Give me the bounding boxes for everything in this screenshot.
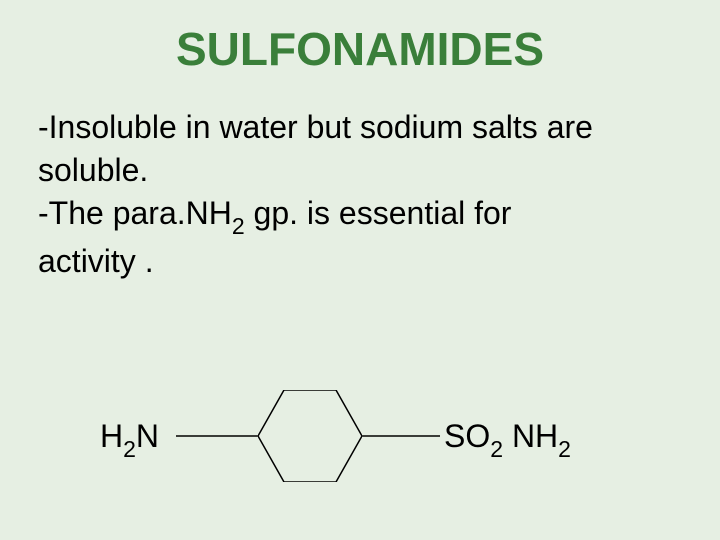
slide-title: SULFONAMIDES bbox=[0, 0, 720, 76]
bond-right bbox=[362, 434, 440, 438]
body-line-1: -Insoluble in water but sodium salts are bbox=[38, 106, 682, 149]
right-group-sub2: 2 bbox=[558, 436, 571, 462]
body-line-3-prefix: -The para.NH bbox=[38, 195, 232, 231]
right-group-sub1: 2 bbox=[490, 436, 503, 462]
bond-left bbox=[176, 434, 258, 438]
body-line-3-suffix: gp. is essential for bbox=[245, 195, 512, 231]
body-line-4: activity . bbox=[38, 240, 682, 283]
right-group-label: SO2 NH2 bbox=[444, 418, 571, 460]
right-group-prefix: SO bbox=[444, 418, 490, 454]
hexagon-ring bbox=[258, 390, 362, 482]
body-text: -Insoluble in water but sodium salts are… bbox=[0, 76, 720, 283]
left-group-sub: 2 bbox=[123, 436, 136, 462]
hexagon-svg bbox=[258, 390, 362, 482]
left-group-label: H2N bbox=[100, 418, 159, 460]
body-line-3-sub: 2 bbox=[232, 213, 245, 239]
left-group-prefix: H bbox=[100, 418, 123, 454]
left-group-suffix: N bbox=[136, 418, 159, 454]
body-line-2: soluble. bbox=[38, 149, 682, 192]
body-line-3: -The para.NH2 gp. is essential for bbox=[38, 192, 682, 240]
right-group-middle: NH bbox=[503, 418, 558, 454]
slide-root: SULFONAMIDES -Insoluble in water but sod… bbox=[0, 0, 720, 540]
chemical-structure: H2N SO2 NH2 bbox=[0, 390, 720, 492]
